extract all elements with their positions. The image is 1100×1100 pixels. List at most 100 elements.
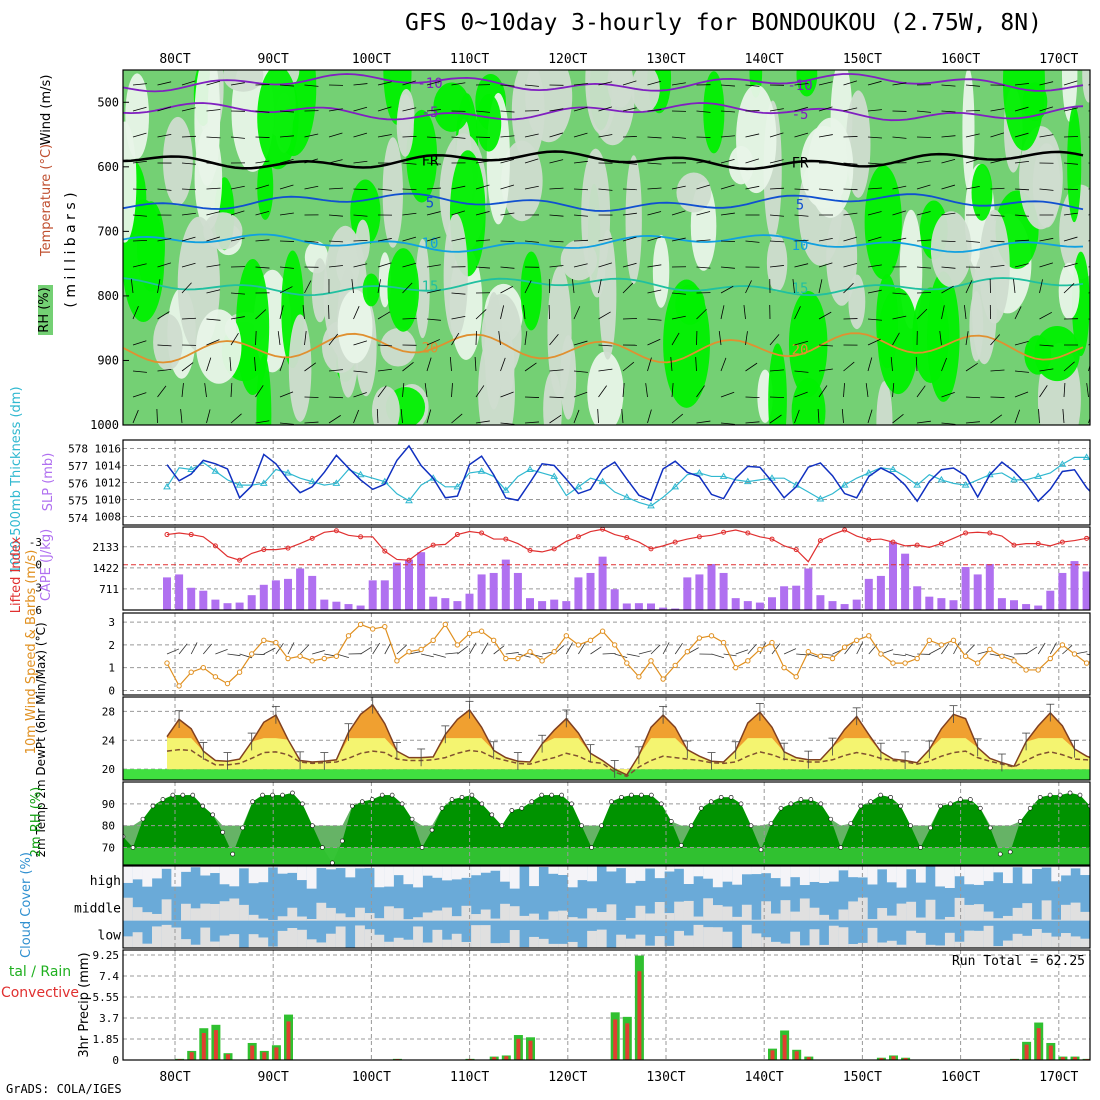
wind-barb (965, 421, 980, 424)
cape-bar (332, 601, 341, 610)
cape-bar (852, 599, 861, 610)
rh2m-marker (220, 829, 225, 835)
rh2m-tick-label: 90 (102, 798, 115, 811)
rh2m-marker (609, 799, 614, 804)
wind-barb (351, 279, 354, 294)
thickness-slp-panel (123, 440, 1090, 525)
wind10m-marker (224, 680, 231, 687)
wind-barb (255, 239, 270, 242)
precip-conv-bar (1060, 1057, 1065, 1060)
cloud-cell (442, 907, 452, 921)
lifted-marker (842, 527, 848, 533)
thickness-marker (477, 467, 486, 474)
wind10m-marker (539, 658, 545, 664)
cloud-cell (142, 866, 153, 887)
wind-barb (1014, 188, 1029, 191)
thickness-marker (1058, 460, 1067, 467)
rh-blob (1082, 70, 1090, 103)
rh-blob (788, 291, 828, 398)
cloud-cell (1041, 932, 1052, 948)
cloud-cell (306, 866, 317, 889)
precip-conv-bar (1024, 1044, 1029, 1060)
wind10m-marker (442, 621, 448, 628)
isotherm-label: 5 (426, 195, 434, 211)
cloud-cell (171, 927, 182, 948)
wind-barb (745, 240, 760, 243)
wind-barb (279, 135, 294, 138)
wind10m-barb (626, 653, 640, 657)
wind-barb (598, 134, 613, 138)
cloud-cell (558, 943, 568, 948)
wind-barb (598, 311, 611, 320)
wind-barb (1014, 132, 1029, 138)
wind-barb (304, 133, 319, 138)
wind-barb (769, 414, 782, 424)
rh2m-marker (369, 797, 375, 802)
wind10m-marker (962, 653, 969, 659)
wind-barb (990, 240, 1005, 243)
cloud-cell (964, 904, 975, 921)
cloud-cell (722, 931, 733, 948)
precip-conv-bar (770, 1050, 775, 1060)
rh2m-marker (230, 851, 235, 857)
wind-barb (157, 134, 172, 138)
wind-barb (867, 187, 882, 190)
date-tick-label-bottom: 130CT (646, 1070, 685, 1085)
rh2m-marker (140, 816, 146, 822)
wind-barb (745, 133, 760, 138)
wind10m-barb (275, 643, 284, 655)
cloud-cell (616, 934, 626, 948)
rh2m-marker (968, 797, 973, 802)
cloud-cell (712, 927, 723, 948)
rh2m-band-bottom (123, 847, 1090, 865)
cloud-cell (770, 913, 781, 921)
wind-barb (204, 383, 207, 398)
cloud-cell (326, 866, 336, 870)
wind-barb (720, 212, 735, 216)
wind-barb (769, 132, 784, 138)
wind-barb (867, 136, 882, 139)
wind-barb (402, 80, 417, 86)
cloud-cell (973, 866, 984, 885)
rh2m-marker (539, 792, 545, 798)
wind-barb (181, 80, 196, 86)
cloud-cell (654, 936, 665, 948)
wind-barb (573, 409, 580, 424)
wind-barb (230, 413, 242, 424)
wind10m-barb (287, 642, 295, 655)
wind-barb (402, 262, 417, 268)
cape-axis-label: CAPE (J/kg) (39, 529, 54, 601)
rh2m-marker (150, 803, 156, 809)
rh-blob (631, 70, 660, 113)
wind-barb (279, 357, 285, 372)
wind-barb (622, 318, 638, 320)
wind-barb (132, 214, 147, 217)
wind-barb (451, 383, 453, 398)
rh2m-marker (509, 808, 515, 813)
wind-barb (794, 370, 809, 373)
wind-barb (939, 331, 942, 346)
wind-barb (304, 331, 307, 346)
wind-barb (206, 109, 221, 112)
cape-bar (755, 602, 764, 610)
wind-barb (916, 160, 931, 164)
wind-barb (720, 391, 735, 398)
cloud-cell (567, 866, 578, 888)
cloud-cell (683, 866, 694, 885)
wind-barb (843, 212, 858, 216)
wind-barb (328, 265, 343, 268)
wind10m-axis-label: 10m Wind Speed & Barbs (m/s) (24, 550, 39, 755)
wind-barb (255, 211, 270, 216)
temp-tick-label: 28 (102, 705, 115, 718)
cloud-cell (751, 919, 762, 921)
wind10m-barb (433, 653, 446, 658)
temp-tick-label: 20 (102, 763, 115, 776)
wind-barb (916, 184, 931, 190)
rh2m-marker (928, 825, 933, 831)
wind-barb (671, 185, 686, 190)
wind-barb (720, 422, 735, 425)
cloud-cell (867, 919, 878, 921)
wind-barb (157, 81, 172, 86)
wind-barb (1063, 107, 1078, 112)
cloud-cell (1070, 936, 1081, 948)
